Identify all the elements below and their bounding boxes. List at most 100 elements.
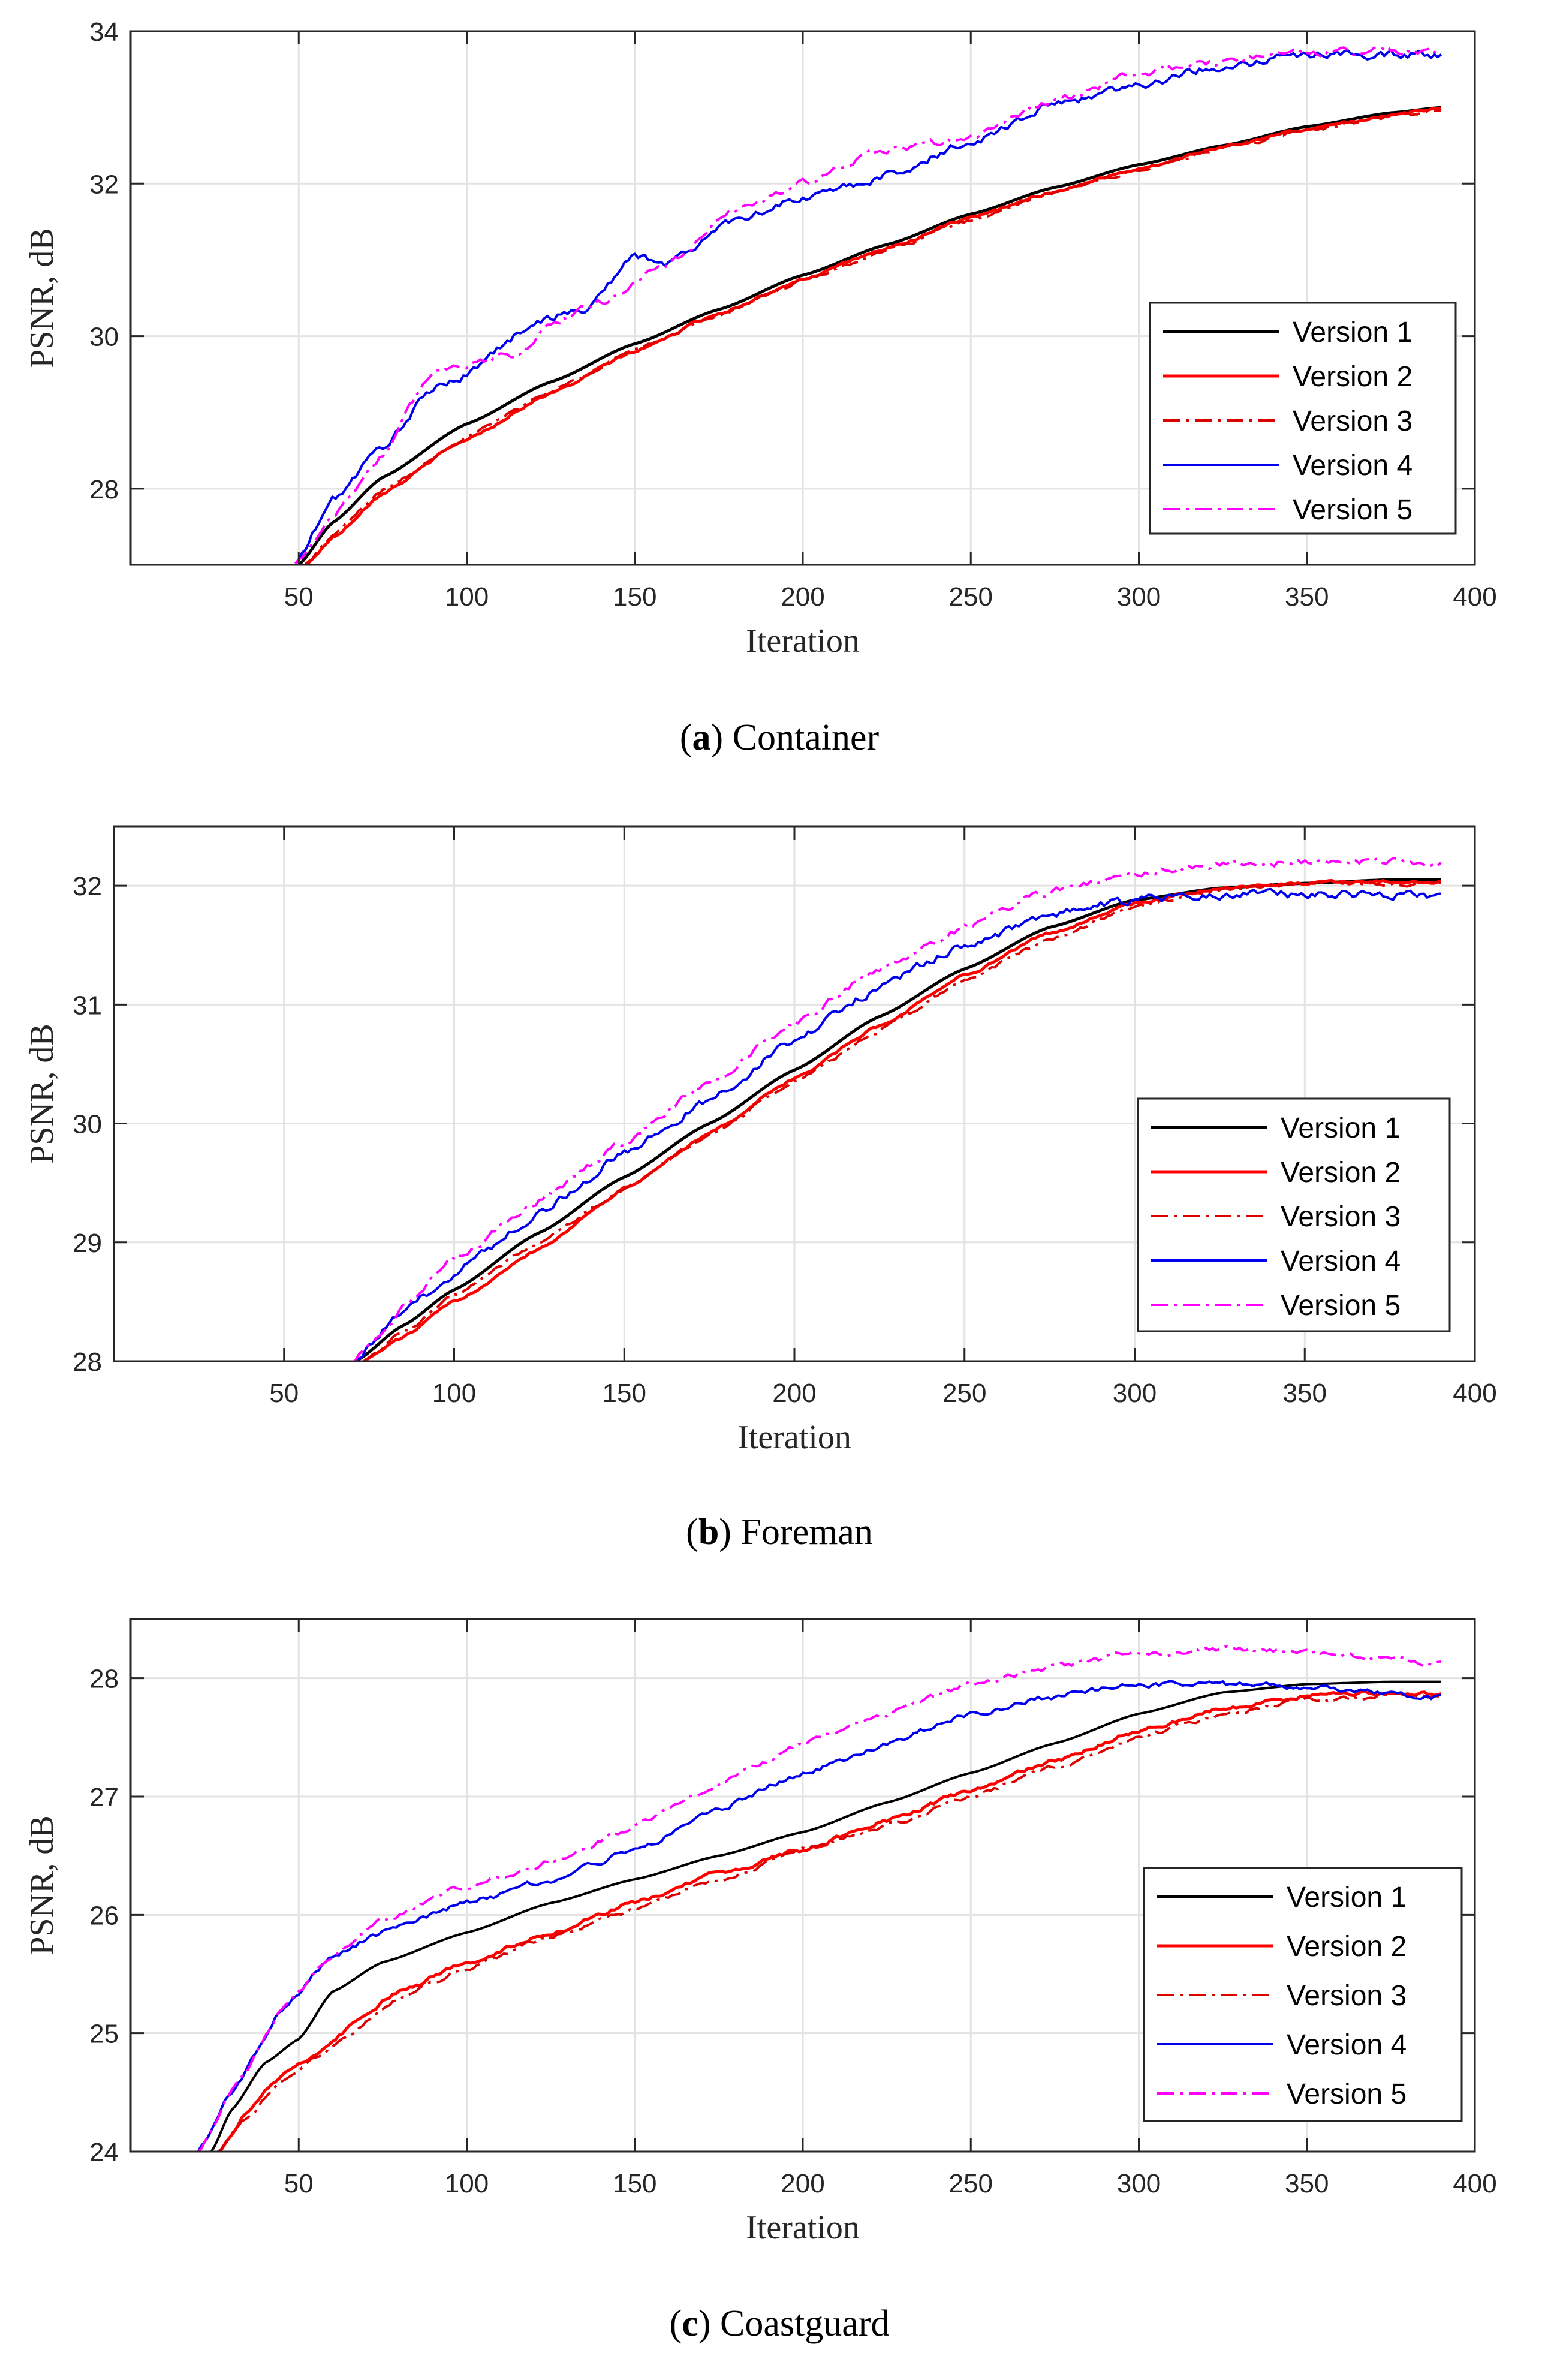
series-line-version-4 <box>197 1680 1442 2152</box>
caption: (c) Coastguard <box>670 2303 890 2344</box>
legend: Version 1 Version 2 Version 3 Version 4 … <box>1137 1097 1451 1332</box>
y-axis-label: PSNR, dB <box>23 228 61 368</box>
legend-entry-version-3: Version 3 <box>1157 1980 1407 2012</box>
series-line-version-4 <box>294 48 1442 565</box>
x-tick-label: 300 <box>1117 582 1161 612</box>
legend-label-version-5: Version 5 <box>1287 2078 1407 2110</box>
y-tick-label: 26 <box>89 1901 119 1930</box>
caption-letter: b <box>698 1512 719 1552</box>
series-line-version-3 <box>217 1692 1441 2152</box>
legend-label-version-1: Version 1 <box>1281 1112 1401 1144</box>
legend-label-version-3: Version 3 <box>1293 405 1413 437</box>
series-line-version-5 <box>294 46 1442 565</box>
series-line-version-2 <box>217 1689 1442 2152</box>
y-tick-label: 28 <box>89 475 119 504</box>
x-tick-label: 50 <box>269 1379 299 1408</box>
x-tick-label: 300 <box>1113 1379 1157 1408</box>
caption-letter: a <box>692 717 711 758</box>
legend-box <box>1149 302 1457 535</box>
y-tick-label: 30 <box>89 323 119 352</box>
x-tick-label: 400 <box>1453 2169 1496 2198</box>
legend-label-version-4: Version 4 <box>1287 2029 1407 2061</box>
caption: (b) Foreman <box>686 1512 873 1552</box>
legend-entry-version-5: Version 5 <box>1157 2078 1407 2110</box>
x-tick-label: 200 <box>781 582 824 612</box>
axis-ticks: 50 100 150 200 250 300 350 400 28 29 30 31 32 <box>73 826 1497 1408</box>
caption-text: Container <box>733 717 880 758</box>
y-tick-label: 29 <box>73 1229 102 1258</box>
legend-label-version-4: Version 4 <box>1293 450 1413 482</box>
x-tick-label: 150 <box>603 1379 646 1408</box>
x-tick-label: 300 <box>1117 2169 1161 2198</box>
y-axis-label: PSNR, dB <box>23 1815 61 1955</box>
x-tick-label: 100 <box>432 1379 476 1408</box>
y-tick-label: 30 <box>73 1110 102 1139</box>
legend-entry-version-4: Version 4 <box>1163 450 1413 482</box>
x-tick-label: 150 <box>613 582 656 612</box>
x-axis-label: Iteration <box>746 2209 860 2246</box>
series-line-version-3 <box>362 879 1441 1361</box>
y-tick-label: 25 <box>89 2020 119 2049</box>
x-tick-label: 250 <box>949 2169 993 2198</box>
x-tick-label: 200 <box>772 1379 816 1408</box>
y-tick-label: 28 <box>89 1665 119 1694</box>
chart-panel-b: 50 100 150 200 250 300 350 400 28 29 30 31 32 Iterat… <box>23 825 1497 1552</box>
chart-panel-a: 50 100 150 200 250 300 350 400 28 30 32 34 Iteratio… <box>23 17 1497 758</box>
legend-entry-version-3: Version 3 <box>1151 1201 1401 1233</box>
legend-entry-version-1: Version 1 <box>1163 317 1413 348</box>
caption: (a) Container <box>680 717 880 758</box>
x-tick-label: 150 <box>613 2169 656 2198</box>
x-tick-label: 250 <box>949 582 993 612</box>
legend: Version 1 Version 2 Version 3 Version 4 … <box>1143 1867 1463 2122</box>
legend-entry-version-1: Version 1 <box>1157 1882 1407 1913</box>
x-tick-label: 400 <box>1453 1379 1496 1408</box>
series-layer <box>197 1645 1442 2152</box>
y-tick-label: 34 <box>89 17 119 47</box>
series-line-version-1 <box>210 1680 1441 2152</box>
x-tick-label: 350 <box>1285 2169 1329 2198</box>
y-tick-label: 31 <box>73 991 102 1020</box>
legend-entry-version-4: Version 4 <box>1151 1245 1401 1277</box>
legend-label-version-5: Version 5 <box>1293 494 1413 526</box>
x-tick-label: 100 <box>445 582 489 612</box>
caption-text: Foreman <box>740 1512 872 1552</box>
axis-ticks: 50 100 150 200 250 300 350 400 24 25 26 27 28 <box>89 1619 1497 2198</box>
y-axis-label: PSNR, dB <box>23 1024 61 1163</box>
x-tick-label: 350 <box>1285 582 1329 612</box>
series-layer <box>294 46 1442 565</box>
x-tick-label: 200 <box>781 2169 824 2198</box>
series-line-version-1 <box>297 106 1442 565</box>
legend-label-version-5: Version 5 <box>1281 1290 1401 1322</box>
series-line-version-2 <box>362 878 1441 1361</box>
chart-panel-c: 50 100 150 200 250 300 350 400 24 25 26 27 28 Iterat… <box>23 1618 1497 2344</box>
legend-label-version-1: Version 1 <box>1293 317 1413 348</box>
legend-label-version-1: Version 1 <box>1287 1882 1407 1913</box>
y-tick-label: 24 <box>89 2138 119 2167</box>
y-tick-label: 27 <box>89 1783 119 1812</box>
legend-entry-version-2: Version 2 <box>1151 1157 1401 1189</box>
legend-label-version-2: Version 2 <box>1287 1931 1407 1963</box>
x-axis-label: Iteration <box>746 622 860 660</box>
series-line-version-5 <box>353 857 1442 1361</box>
x-tick-label: 50 <box>284 582 314 612</box>
legend-entry-version-3: Version 3 <box>1163 405 1413 437</box>
legend: Version 1 Version 2 Version 3 Version 4 … <box>1149 302 1457 535</box>
legend-label-version-4: Version 4 <box>1281 1245 1401 1277</box>
y-tick-label: 32 <box>73 872 102 901</box>
series-layer <box>353 857 1442 1361</box>
x-tick-label: 350 <box>1283 1379 1327 1408</box>
y-tick-label: 28 <box>73 1347 102 1377</box>
series-line-version-4 <box>356 887 1441 1361</box>
x-tick-label: 50 <box>284 2169 314 2198</box>
legend-label-version-2: Version 2 <box>1281 1157 1401 1189</box>
legend-label-version-3: Version 3 <box>1281 1201 1401 1233</box>
caption-text: Coastguard <box>720 2303 889 2344</box>
y-tick-label: 32 <box>89 170 119 199</box>
caption-letter: c <box>682 2303 698 2344</box>
legend-label-version-3: Version 3 <box>1287 1980 1407 2012</box>
x-tick-label: 100 <box>445 2169 489 2198</box>
x-axis-label: Iteration <box>737 1419 851 1456</box>
series-line-version-5 <box>197 1645 1442 2152</box>
legend-entry-version-2: Version 2 <box>1157 1931 1407 1963</box>
